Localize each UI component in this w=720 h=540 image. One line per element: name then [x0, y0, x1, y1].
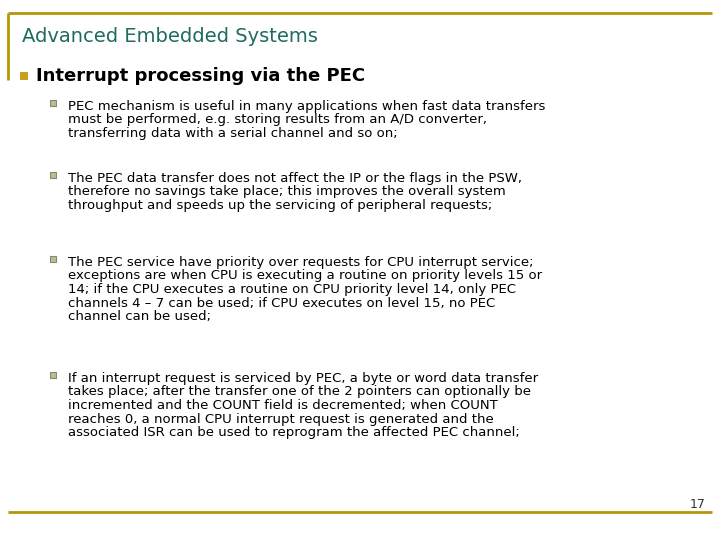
Text: incremented and the COUNT field is decremented; when COUNT: incremented and the COUNT field is decre… [68, 399, 498, 412]
Text: channel can be used;: channel can be used; [68, 310, 211, 323]
Bar [50, 372, 56, 378]
Text: therefore no savings take place; this improves the overall system: therefore no savings take place; this im… [68, 186, 505, 199]
Text: channels 4 – 7 can be used; if CPU executes on level 15, no PEC: channels 4 – 7 can be used; if CPU execu… [68, 296, 495, 309]
Text: 14; if the CPU executes a routine on CPU priority level 14, only PEC: 14; if the CPU executes a routine on CPU… [68, 283, 516, 296]
Text: reaches 0, a normal CPU interrupt request is generated and the: reaches 0, a normal CPU interrupt reques… [68, 413, 494, 426]
Bar [50, 256, 56, 262]
Text: 17: 17 [690, 498, 706, 511]
Text: Interrupt processing via the PEC: Interrupt processing via the PEC [36, 67, 365, 85]
Text: associated ISR can be used to reprogram the affected PEC channel;: associated ISR can be used to reprogram … [68, 426, 520, 439]
Bar [50, 100, 56, 106]
Text: transferring data with a serial channel and so on;: transferring data with a serial channel … [68, 127, 397, 140]
Text: throughput and speeds up the servicing of peripheral requests;: throughput and speeds up the servicing o… [68, 199, 492, 212]
Text: must be performed, e.g. storing results from an A/D converter,: must be performed, e.g. storing results … [68, 113, 487, 126]
Text: takes place; after the transfer one of the 2 pointers can optionally be: takes place; after the transfer one of t… [68, 386, 531, 399]
Text: exceptions are when CPU is executing a routine on priority levels 15 or: exceptions are when CPU is executing a r… [68, 269, 542, 282]
Text: If an interrupt request is serviced by PEC, a byte or word data transfer: If an interrupt request is serviced by P… [68, 372, 538, 385]
Text: The PEC service have priority over requests for CPU interrupt service;: The PEC service have priority over reque… [68, 256, 534, 269]
Bar [20, 72, 28, 80]
Text: PEC mechanism is useful in many applications when fast data transfers: PEC mechanism is useful in many applicat… [68, 100, 545, 113]
Bar [50, 172, 56, 178]
Text: The PEC data transfer does not affect the IP or the flags in the PSW,: The PEC data transfer does not affect th… [68, 172, 522, 185]
Text: Advanced Embedded Systems: Advanced Embedded Systems [22, 28, 318, 46]
